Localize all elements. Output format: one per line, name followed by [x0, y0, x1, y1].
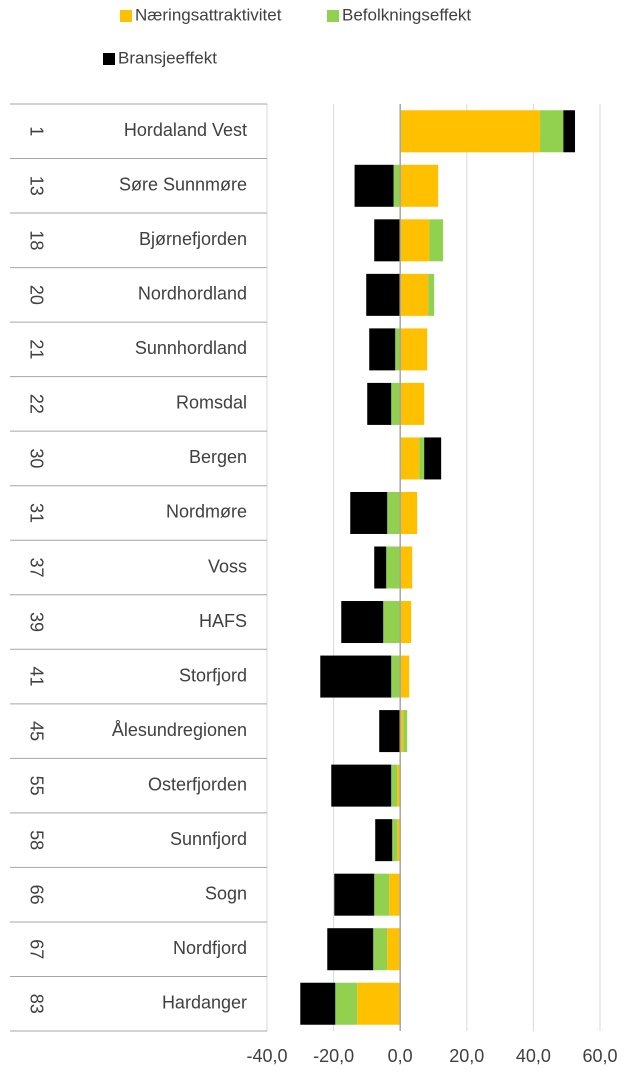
- bar-segment: [429, 219, 444, 262]
- bar-segment: [386, 546, 401, 589]
- bar-segment: [374, 873, 390, 916]
- category-label: Ålesundregionen: [112, 720, 247, 740]
- bar-segment: [400, 655, 410, 698]
- bar-segment: [397, 819, 401, 862]
- bar-segment: [335, 982, 358, 1025]
- category-label: HAFS: [199, 611, 247, 631]
- category-label: Bjørnefjorden: [139, 229, 247, 249]
- bar-segment: [395, 328, 401, 371]
- bar-segment: [400, 219, 430, 262]
- bar-segment: [387, 928, 401, 971]
- x-tick-label: 0,0: [388, 1046, 413, 1066]
- legend-label: Befolkningseffekt: [342, 5, 471, 24]
- x-tick-label: 20,0: [449, 1046, 484, 1066]
- category-label: Osterfjorden: [148, 774, 247, 794]
- bar-segment: [391, 382, 401, 425]
- x-tick-label: 60,0: [582, 1046, 617, 1066]
- bar-segment: [374, 546, 387, 589]
- rank-label: 31: [26, 503, 46, 523]
- rank-label: 83: [26, 994, 46, 1014]
- bar-segment: [563, 110, 576, 153]
- rank-label: 55: [26, 776, 46, 796]
- rank-label: 30: [26, 448, 46, 468]
- bar-segment: [334, 873, 375, 916]
- bar-segment: [357, 982, 401, 1025]
- bar-segment: [400, 273, 429, 316]
- rank-label: 66: [26, 885, 46, 905]
- bar-segment: [400, 601, 412, 644]
- category-label: Hardanger: [162, 992, 247, 1012]
- bar-segment: [400, 546, 413, 589]
- category-label: Sogn: [205, 883, 247, 903]
- bar-segment: [400, 164, 439, 207]
- bar-segment: [400, 437, 420, 480]
- legend-label: Næringsattraktivitet: [135, 5, 282, 24]
- bar-segment: [393, 164, 401, 207]
- rank-label: 18: [26, 230, 46, 250]
- legend-swatch: [327, 10, 339, 22]
- rank-label: 1: [26, 126, 46, 136]
- bar-segment: [389, 873, 401, 916]
- bar-segment: [400, 110, 541, 153]
- rank-label: 58: [26, 830, 46, 850]
- category-label: Nordhordland: [138, 284, 247, 304]
- bar-segment: [374, 219, 401, 262]
- bar-segment: [373, 928, 388, 971]
- rank-label: 37: [26, 557, 46, 577]
- bar-segment: [300, 982, 336, 1025]
- category-label: Søre Sunnmøre: [119, 175, 247, 195]
- category-label: Nordmøre: [166, 502, 247, 522]
- bar-segment: [387, 491, 401, 534]
- category-label: Sunnhordland: [135, 338, 247, 358]
- bar-segment: [331, 764, 392, 807]
- bar-segment: [367, 382, 392, 425]
- bar-segment: [366, 273, 401, 316]
- x-tick-label: -40,0: [246, 1046, 287, 1066]
- category-label: Nordfjord: [173, 938, 247, 958]
- bar-segment: [400, 382, 425, 425]
- rank-label: 22: [26, 394, 46, 414]
- rank-label: 41: [26, 667, 46, 687]
- rank-label: 21: [26, 339, 46, 359]
- bar-segment: [320, 655, 392, 698]
- bar-segment: [428, 273, 435, 316]
- rank-label: 13: [26, 176, 46, 196]
- bar-segment: [383, 601, 401, 644]
- bar-segment: [400, 710, 404, 753]
- bar-segment: [391, 764, 398, 807]
- bar-segment: [392, 819, 398, 862]
- category-label: Bergen: [189, 447, 247, 467]
- bar-segment: [375, 819, 393, 862]
- rank-label: 39: [26, 612, 46, 632]
- legend-swatch: [103, 53, 115, 65]
- category-label: Voss: [208, 556, 247, 576]
- x-tick-label: -20,0: [313, 1046, 354, 1066]
- bar-segment: [369, 328, 396, 371]
- bar-segment: [400, 328, 428, 371]
- category-label: Hordaland Vest: [124, 120, 247, 140]
- bar-segment: [341, 601, 384, 644]
- bar-segment: [403, 710, 408, 753]
- bar-segment: [400, 491, 418, 534]
- bar-segment: [419, 437, 425, 480]
- bar-segment: [379, 710, 401, 753]
- bar-segment: [350, 491, 388, 534]
- bar-segment: [391, 655, 401, 698]
- bar-segment: [397, 764, 401, 807]
- rank-label: 20: [26, 285, 46, 305]
- bar-segment: [327, 928, 374, 971]
- x-tick-label: 40,0: [516, 1046, 551, 1066]
- category-label: Romsdal: [176, 393, 247, 413]
- rank-label: 45: [26, 721, 46, 741]
- category-label: Storfjord: [179, 665, 247, 685]
- bar-segment: [354, 164, 394, 207]
- bar-segment: [424, 437, 442, 480]
- rank-label: 67: [26, 939, 46, 959]
- bar-segment: [540, 110, 564, 153]
- legend-label: Bransjeeffekt: [118, 48, 217, 67]
- category-label: Sunnfjord: [170, 829, 247, 849]
- legend-swatch: [120, 10, 132, 22]
